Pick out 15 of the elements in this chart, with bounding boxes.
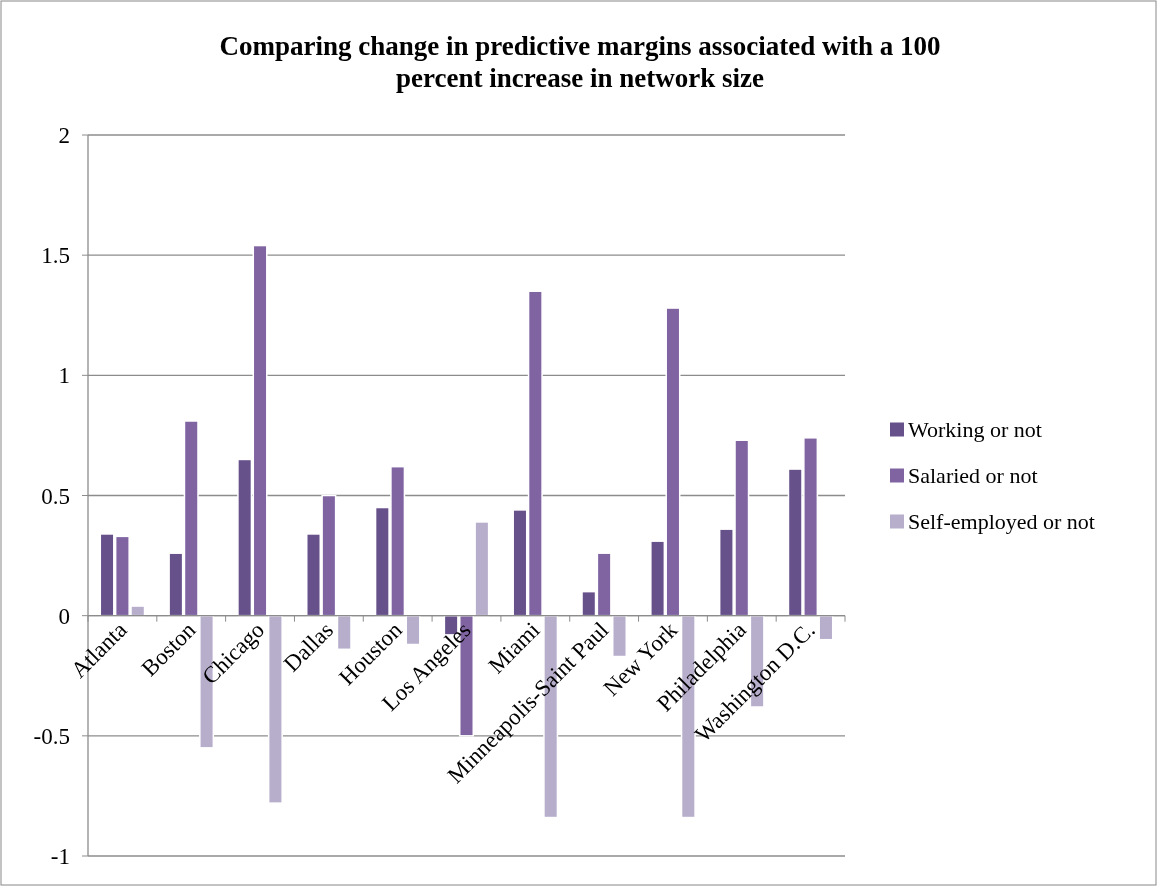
y-tick-label: 1: [58, 363, 70, 389]
bar: [818, 614, 834, 641]
legend-label: Working or not: [908, 417, 1042, 443]
bar: [474, 521, 490, 617]
y-tick-label: -0.5: [33, 723, 70, 749]
chart-title: Comparing change in predictive margins associated with a 100 percent increase in network size: [219, 31, 941, 93]
bar: [267, 614, 283, 804]
y-tick-label: 0: [58, 603, 70, 629]
y-tick-label: -1: [50, 844, 70, 870]
bar: [611, 614, 628, 658]
y-tick-label: 0.5: [41, 483, 70, 509]
y-tick-label: 1.5: [41, 243, 70, 269]
legend-label: Self-employed or not: [908, 509, 1095, 535]
y-tick-label: 2: [58, 123, 70, 149]
legend-label: Salaried or not: [908, 463, 1038, 489]
